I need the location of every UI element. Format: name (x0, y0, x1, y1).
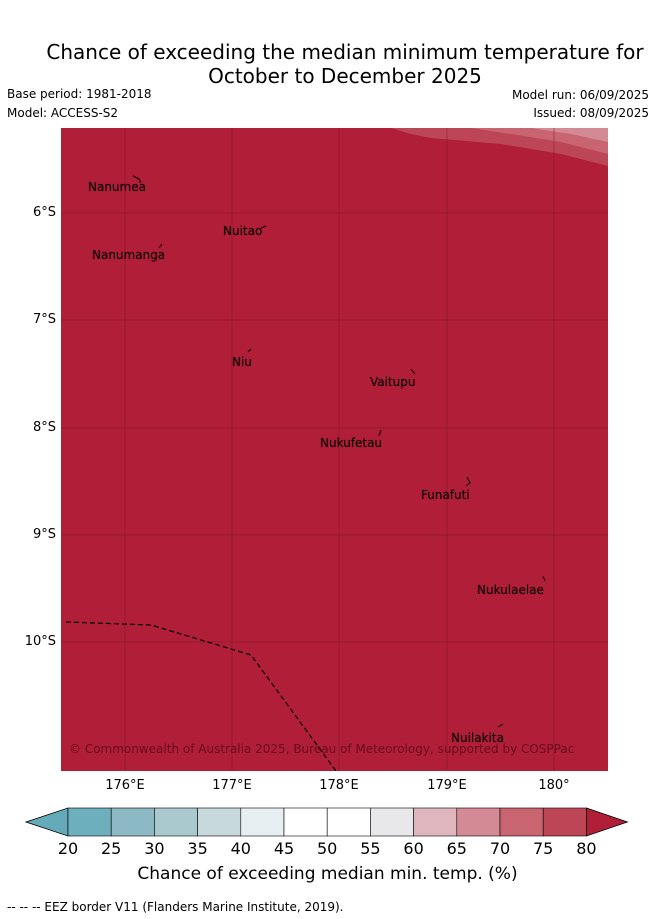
place-nuitao: Nuitao (223, 224, 263, 238)
chart-title: Chance of exceeding the median minimum t… (0, 40, 655, 88)
island-shapes (132, 175, 546, 728)
colorbar-tick-label: 20 (57, 839, 79, 858)
lon-label-177e: 177°E (212, 778, 252, 793)
colorbar-tick-label: 35 (187, 839, 208, 858)
colorbar-tick-label: 30 (144, 839, 165, 858)
title-line-1: Chance of exceeding the median minimum t… (46, 40, 644, 64)
prob-band-65 (531, 128, 608, 142)
colorbar-segment (456, 807, 501, 837)
colorbar-tick-label: 80 (576, 839, 597, 858)
colorbar (24, 807, 631, 841)
place-funafuti: Funafuti (421, 488, 470, 502)
place-nukulaelae: Nukulaelae (477, 583, 544, 597)
place-niu: Niu (232, 355, 252, 369)
colorbar-segment (110, 807, 155, 837)
colorbar-tick-label: 55 (360, 839, 381, 858)
colorbar-arrow-high (586, 807, 629, 837)
lon-label-178e: 178°E (319, 778, 359, 793)
model-run: Model run: 06/09/2025 (511, 88, 649, 102)
lon-label-180: 180° (538, 778, 570, 793)
title-line-2: October to December 2025 (208, 64, 482, 88)
lat-label-7s: 7°S (32, 312, 56, 327)
colorbar-arrow-low (24, 807, 69, 837)
lon-label-176e: 176°E (105, 778, 145, 793)
colorbar-tick-label: 75 (533, 839, 554, 858)
issued-date: Issued: 08/09/2025 (533, 106, 649, 120)
colorbar-segment (499, 807, 544, 837)
colorbar-label: Chance of exceeding median min. temp. (%… (137, 864, 518, 884)
place-vaitupu: Vaitupu (370, 375, 416, 389)
colorbar-segment (283, 807, 328, 837)
colorbar-segment (413, 807, 458, 837)
place-nanumanga: Nanumanga (92, 248, 166, 262)
lat-label-10s: 10°S (24, 634, 56, 649)
eez-footnote: -- -- -- EEZ border V11 (Flanders Marine… (7, 900, 344, 914)
place-nanumea: Nanumea (88, 180, 146, 194)
colorbar-tick-label: 60 (403, 839, 424, 858)
colorbar-tick-label: 70 (489, 839, 511, 858)
copyright-notice: © Commonwealth of Australia 2025, Bureau… (69, 742, 575, 756)
lon-label-179e: 179°E (427, 778, 467, 793)
place-nuilakita: Nuilakita (451, 731, 504, 745)
base-period: Base period: 1981-2018 (7, 87, 152, 101)
colorbar-segment (154, 807, 198, 837)
model-name: Model: ACCESS-S2 (7, 106, 119, 120)
eez-border-line (65, 621, 337, 771)
colorbar-segment (240, 807, 285, 837)
graticule (61, 128, 608, 771)
lat-label-8s: 8°S (32, 420, 56, 435)
colorbar-tick-label: 45 (273, 839, 295, 858)
map-panel[interactable]: Nanumea Nuitao Nanumanga Niu Vaitupu Nuk… (61, 128, 608, 771)
map-graphics (61, 128, 608, 771)
colorbar-tick-label: 40 (230, 839, 251, 858)
colorbar-segment (67, 807, 112, 837)
place-nukufetau: Nukufetau (320, 436, 383, 450)
colorbar-segment (197, 807, 242, 837)
lat-label-9s: 9°S (32, 527, 56, 542)
lat-label-6s: 6°S (32, 205, 56, 220)
colorbar-tick-label: 50 (317, 839, 338, 858)
colorbar-tick-label: 25 (101, 839, 122, 858)
colorbar-segment (326, 807, 371, 837)
colorbar-segment (370, 807, 414, 837)
colorbar-tick-label: 65 (446, 839, 467, 858)
colorbar-segment (542, 807, 587, 837)
colorbar-graphic (24, 807, 629, 837)
